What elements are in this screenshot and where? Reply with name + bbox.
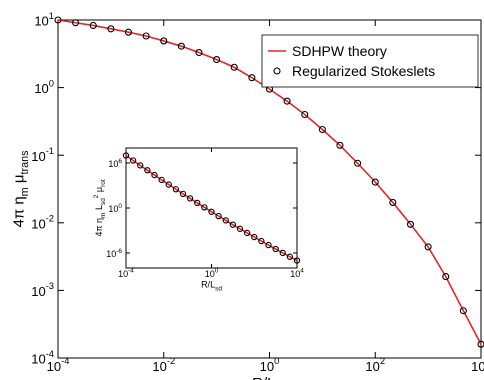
data-point <box>336 141 344 149</box>
x-tick-label: 104 <box>290 267 304 279</box>
data-point <box>279 249 286 257</box>
y-tick-label: 100 <box>108 202 122 214</box>
data-point <box>406 220 415 228</box>
x-tick-label: 104 <box>471 356 484 374</box>
x-axis-label: R/Lsd <box>201 280 222 292</box>
legend-marker <box>273 67 281 75</box>
data-point <box>477 340 484 348</box>
y-tick-label: 10-4 <box>31 349 54 367</box>
data-point <box>293 257 301 264</box>
x-axis-label: R/Lsd <box>252 375 287 380</box>
data-point <box>165 181 172 188</box>
data-point <box>179 190 187 198</box>
y-tick-label: 10-3 <box>31 282 54 300</box>
y-tick-label: 10-6 <box>106 247 122 259</box>
data-point <box>258 237 265 245</box>
data-point <box>251 233 258 241</box>
data-point <box>72 19 80 27</box>
data-point <box>318 125 326 134</box>
data-point <box>124 28 133 36</box>
data-point <box>272 245 279 253</box>
data-point <box>442 273 450 281</box>
data-point <box>236 225 244 232</box>
x-tick-label: 10-4 <box>118 267 134 279</box>
data-point <box>186 195 194 202</box>
data-point <box>201 204 208 211</box>
data-point <box>208 208 215 215</box>
data-point <box>354 159 362 167</box>
data-point <box>265 241 272 249</box>
y-tick-label: 101 <box>34 11 54 29</box>
data-point <box>286 253 294 260</box>
data-point <box>158 176 165 184</box>
legend-label: Regularized Stokeslets <box>292 63 435 79</box>
y-axis-label: 4π ηm Lsd2 μrot <box>93 179 107 237</box>
data-point <box>144 167 151 174</box>
data-point <box>54 16 62 24</box>
data-point <box>129 157 137 164</box>
data-point <box>151 171 158 179</box>
data-point <box>215 212 222 220</box>
data-point <box>229 221 237 228</box>
x-tick-label: 100 <box>205 267 219 279</box>
data-point <box>389 198 397 207</box>
y-tick-label: 106 <box>108 157 122 169</box>
data-point <box>213 55 221 64</box>
data-point <box>172 186 180 193</box>
data-point <box>142 32 150 40</box>
data-point <box>122 152 130 159</box>
legend-label: SDHPW theory <box>292 43 387 59</box>
data-point <box>160 37 168 45</box>
data-point <box>177 42 185 50</box>
y-tick-label: 10-1 <box>31 146 54 164</box>
y-tick-label: 10-2 <box>31 214 54 232</box>
legend-box <box>261 34 479 88</box>
y-tick-label: 100 <box>34 79 54 97</box>
data-point <box>89 21 97 30</box>
data-point <box>371 178 379 186</box>
data-point <box>283 97 291 105</box>
data-point <box>424 243 432 251</box>
data-point <box>301 110 309 119</box>
series-line <box>125 154 298 262</box>
data-point <box>222 217 229 224</box>
data-point <box>195 48 203 57</box>
x-tick-label: 102 <box>365 356 385 374</box>
data-point <box>243 229 251 237</box>
data-point <box>137 162 144 169</box>
series-line <box>57 19 482 345</box>
data-point <box>107 25 115 33</box>
x-tick-label: 10-2 <box>152 356 175 374</box>
data-point <box>459 307 467 315</box>
data-point <box>230 63 238 71</box>
x-tick-label: 100 <box>260 356 280 374</box>
data-point <box>194 199 201 207</box>
plot-area <box>125 147 298 269</box>
y-axis-label: 4π ηm μtrans <box>11 150 31 228</box>
data-point <box>248 74 256 82</box>
x-tick-label: 10-4 <box>47 356 70 374</box>
